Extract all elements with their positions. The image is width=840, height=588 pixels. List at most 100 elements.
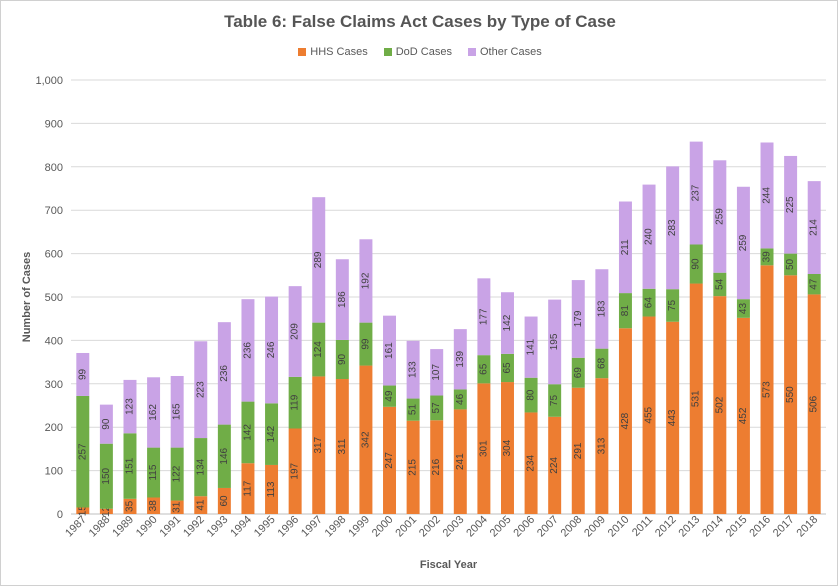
x-tick-label: 1991 [157, 514, 183, 540]
bar-segment-dod [430, 395, 444, 421]
legend-item-dod: DoD Cases [383, 46, 452, 58]
x-tick-label: 2009 [582, 514, 608, 540]
data-label: 65 [478, 363, 489, 375]
data-label: 151 [124, 457, 135, 474]
data-label: 215 [408, 459, 419, 476]
bar-segment-other [288, 286, 302, 377]
bar-segment-other [524, 316, 538, 378]
data-label: 211 [620, 239, 631, 255]
data-label: 142 [502, 314, 513, 331]
data-label: 90 [101, 418, 112, 430]
bar-segment-other [241, 299, 255, 402]
bar-segment-other [784, 155, 798, 254]
legend-swatch-other [467, 48, 476, 56]
data-label: 237 [691, 184, 702, 201]
bar-segment-hhs [548, 416, 562, 514]
data-label: 209 [290, 323, 301, 340]
data-label: 443 [667, 409, 678, 426]
bar-segment-dod [406, 398, 420, 421]
data-label: 317 [313, 436, 324, 453]
data-label: 142 [266, 425, 277, 442]
bar-segment-other [194, 341, 208, 439]
data-label: 244 [762, 187, 773, 204]
data-label: 51 [408, 404, 419, 416]
data-label: 141 [526, 338, 537, 355]
bar-segment-dod [713, 272, 727, 297]
data-label: 241 [455, 453, 466, 470]
bar-segment-other [500, 292, 514, 354]
data-label: 313 [596, 437, 607, 454]
bar-segment-other [807, 181, 821, 274]
bar-segment-dod [689, 244, 703, 284]
data-label: 47 [809, 278, 820, 290]
y-tick-label: 800 [45, 162, 63, 174]
data-label: 146 [219, 447, 230, 464]
legend: HHS Cases DoD Cases Other Cases [0, 46, 840, 58]
bar-segment-dod [548, 384, 562, 417]
bar-segment-hhs [500, 382, 514, 514]
legend-label-dod: DoD Cases [395, 46, 452, 58]
x-tick-label: 2004 [464, 514, 490, 540]
bar-segment-dod [335, 339, 349, 380]
bar-segment-hhs [571, 387, 585, 514]
data-label: 259 [738, 234, 749, 251]
data-label: 531 [691, 390, 702, 407]
data-label: 75 [667, 299, 678, 311]
data-label: 289 [313, 251, 324, 268]
bar-segment-dod [477, 355, 491, 384]
legend-item-other: Other Cases [467, 46, 542, 58]
bar-segment-dod [524, 377, 538, 413]
data-label: 80 [526, 389, 537, 401]
bar-segment-other [217, 322, 231, 425]
data-label: 122 [172, 465, 183, 482]
data-label: 197 [290, 462, 301, 479]
data-label: 291 [573, 442, 584, 459]
data-label: 177 [478, 308, 489, 325]
bar-segment-hhs [736, 317, 750, 514]
data-label: 46 [455, 393, 466, 405]
data-label: 223 [195, 381, 206, 398]
bar-segment-hhs [359, 365, 373, 514]
data-label: 179 [573, 310, 584, 327]
x-tick-label: 2000 [370, 514, 396, 540]
y-tick-label: 0 [57, 509, 63, 521]
bar-segment-hhs [406, 420, 420, 514]
data-label: 38 [148, 500, 159, 512]
bar-segment-other [548, 299, 562, 385]
bar-segment-dod [666, 289, 680, 322]
bar-segment-other [571, 280, 585, 358]
bar-segment-other [477, 278, 491, 356]
x-tick-label: 2002 [417, 514, 443, 540]
data-label: 99 [360, 338, 371, 350]
y-axis-title: Number of Cases [21, 252, 33, 342]
bar-segment-other [713, 160, 727, 273]
bar-segment-dod [76, 395, 90, 508]
bar-segment-hhs [335, 379, 349, 514]
data-label: 236 [242, 342, 253, 359]
x-tick-label: 1992 [181, 514, 207, 540]
data-label: 428 [620, 412, 631, 429]
bar-segment-hhs [99, 508, 113, 514]
data-label: 224 [549, 457, 560, 474]
bar-segment-dod [595, 348, 609, 379]
x-tick-label: 2012 [653, 514, 679, 540]
data-label: 283 [667, 219, 678, 236]
bar-segment-other [430, 349, 444, 396]
bar-segment-other [76, 352, 90, 396]
bar-segment-other [359, 239, 373, 323]
x-tick-label: 2008 [559, 514, 585, 540]
data-label: 550 [785, 386, 796, 403]
bar-segment-other [312, 197, 326, 323]
bar-segment-dod [217, 424, 231, 488]
legend-swatch-dod [383, 48, 392, 56]
bar-segment-other [170, 375, 184, 448]
bar-segment-hhs [784, 275, 798, 514]
x-tick-label: 2005 [488, 514, 514, 540]
chart-title: Table 6: False Claims Act Cases by Type … [224, 12, 616, 31]
bar-segment-other [335, 259, 349, 340]
data-label: 123 [124, 398, 135, 415]
bar-segment-dod [807, 273, 821, 295]
data-label: 236 [219, 365, 230, 382]
bar-segment-dod [760, 248, 774, 266]
